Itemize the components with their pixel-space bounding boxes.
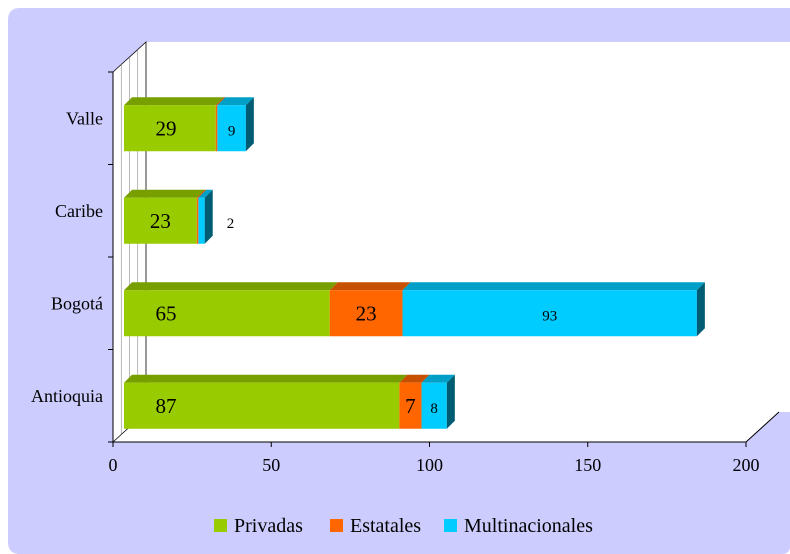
bar-segment: [124, 382, 400, 429]
category-label: Caribe: [55, 201, 103, 221]
bar-top: [124, 189, 205, 198]
bar-segment: [399, 382, 422, 429]
data-label: 2: [227, 216, 235, 232]
bar-top: [124, 282, 338, 291]
bar-top: [421, 374, 455, 383]
data-label: 23: [150, 209, 171, 233]
x-axis-edge: [745, 411, 780, 443]
bar-segment: [215, 105, 218, 152]
bar-top: [124, 374, 408, 383]
bar-segment: [198, 197, 205, 244]
bar-segment: [329, 290, 403, 337]
legend-swatch: [214, 519, 227, 532]
legend-label: Multinacionales: [464, 515, 593, 537]
category-label: Antioquia: [31, 386, 103, 406]
data-label: 87: [156, 394, 177, 418]
data-label: 29: [156, 116, 177, 140]
data-label: 65: [156, 301, 177, 325]
x-tick-label: 50: [262, 455, 280, 475]
data-label: 23: [356, 301, 377, 325]
bar-top: [215, 97, 226, 106]
data-label: 7: [405, 394, 416, 418]
bar-top: [329, 282, 411, 291]
bar-top: [399, 374, 430, 383]
bar-side: [446, 374, 455, 429]
data-label: 9: [228, 123, 236, 139]
bar-segment: [124, 105, 216, 152]
category-label: Valle: [66, 108, 103, 128]
bar-top: [402, 282, 705, 291]
legend-label: Estatales: [350, 515, 421, 537]
data-label: 93: [542, 308, 557, 324]
bar-segment: [402, 290, 697, 337]
x-tick-label: 100: [416, 455, 443, 475]
legend-swatch: [330, 519, 343, 532]
bar-top: [196, 189, 207, 198]
bar-top: [198, 189, 213, 198]
bar-segment: [196, 197, 199, 244]
legend-swatch: [444, 519, 457, 532]
bar-segment: [124, 197, 197, 244]
bar-side: [245, 97, 254, 152]
category-label: Bogotá: [51, 293, 103, 313]
bar-side: [696, 282, 705, 337]
bar-segment: [421, 382, 447, 429]
data-label: 8: [430, 401, 438, 417]
bar-segment: [217, 105, 246, 152]
x-tick-label: 200: [733, 455, 760, 475]
x-tick-label: 150: [574, 455, 601, 475]
bar-segment: [124, 290, 330, 337]
bar-side: [204, 189, 213, 244]
bar-top: [217, 97, 254, 106]
legend-label: Privadas: [234, 515, 303, 537]
bar-top: [124, 97, 224, 106]
x-tick-label: 0: [109, 455, 118, 475]
